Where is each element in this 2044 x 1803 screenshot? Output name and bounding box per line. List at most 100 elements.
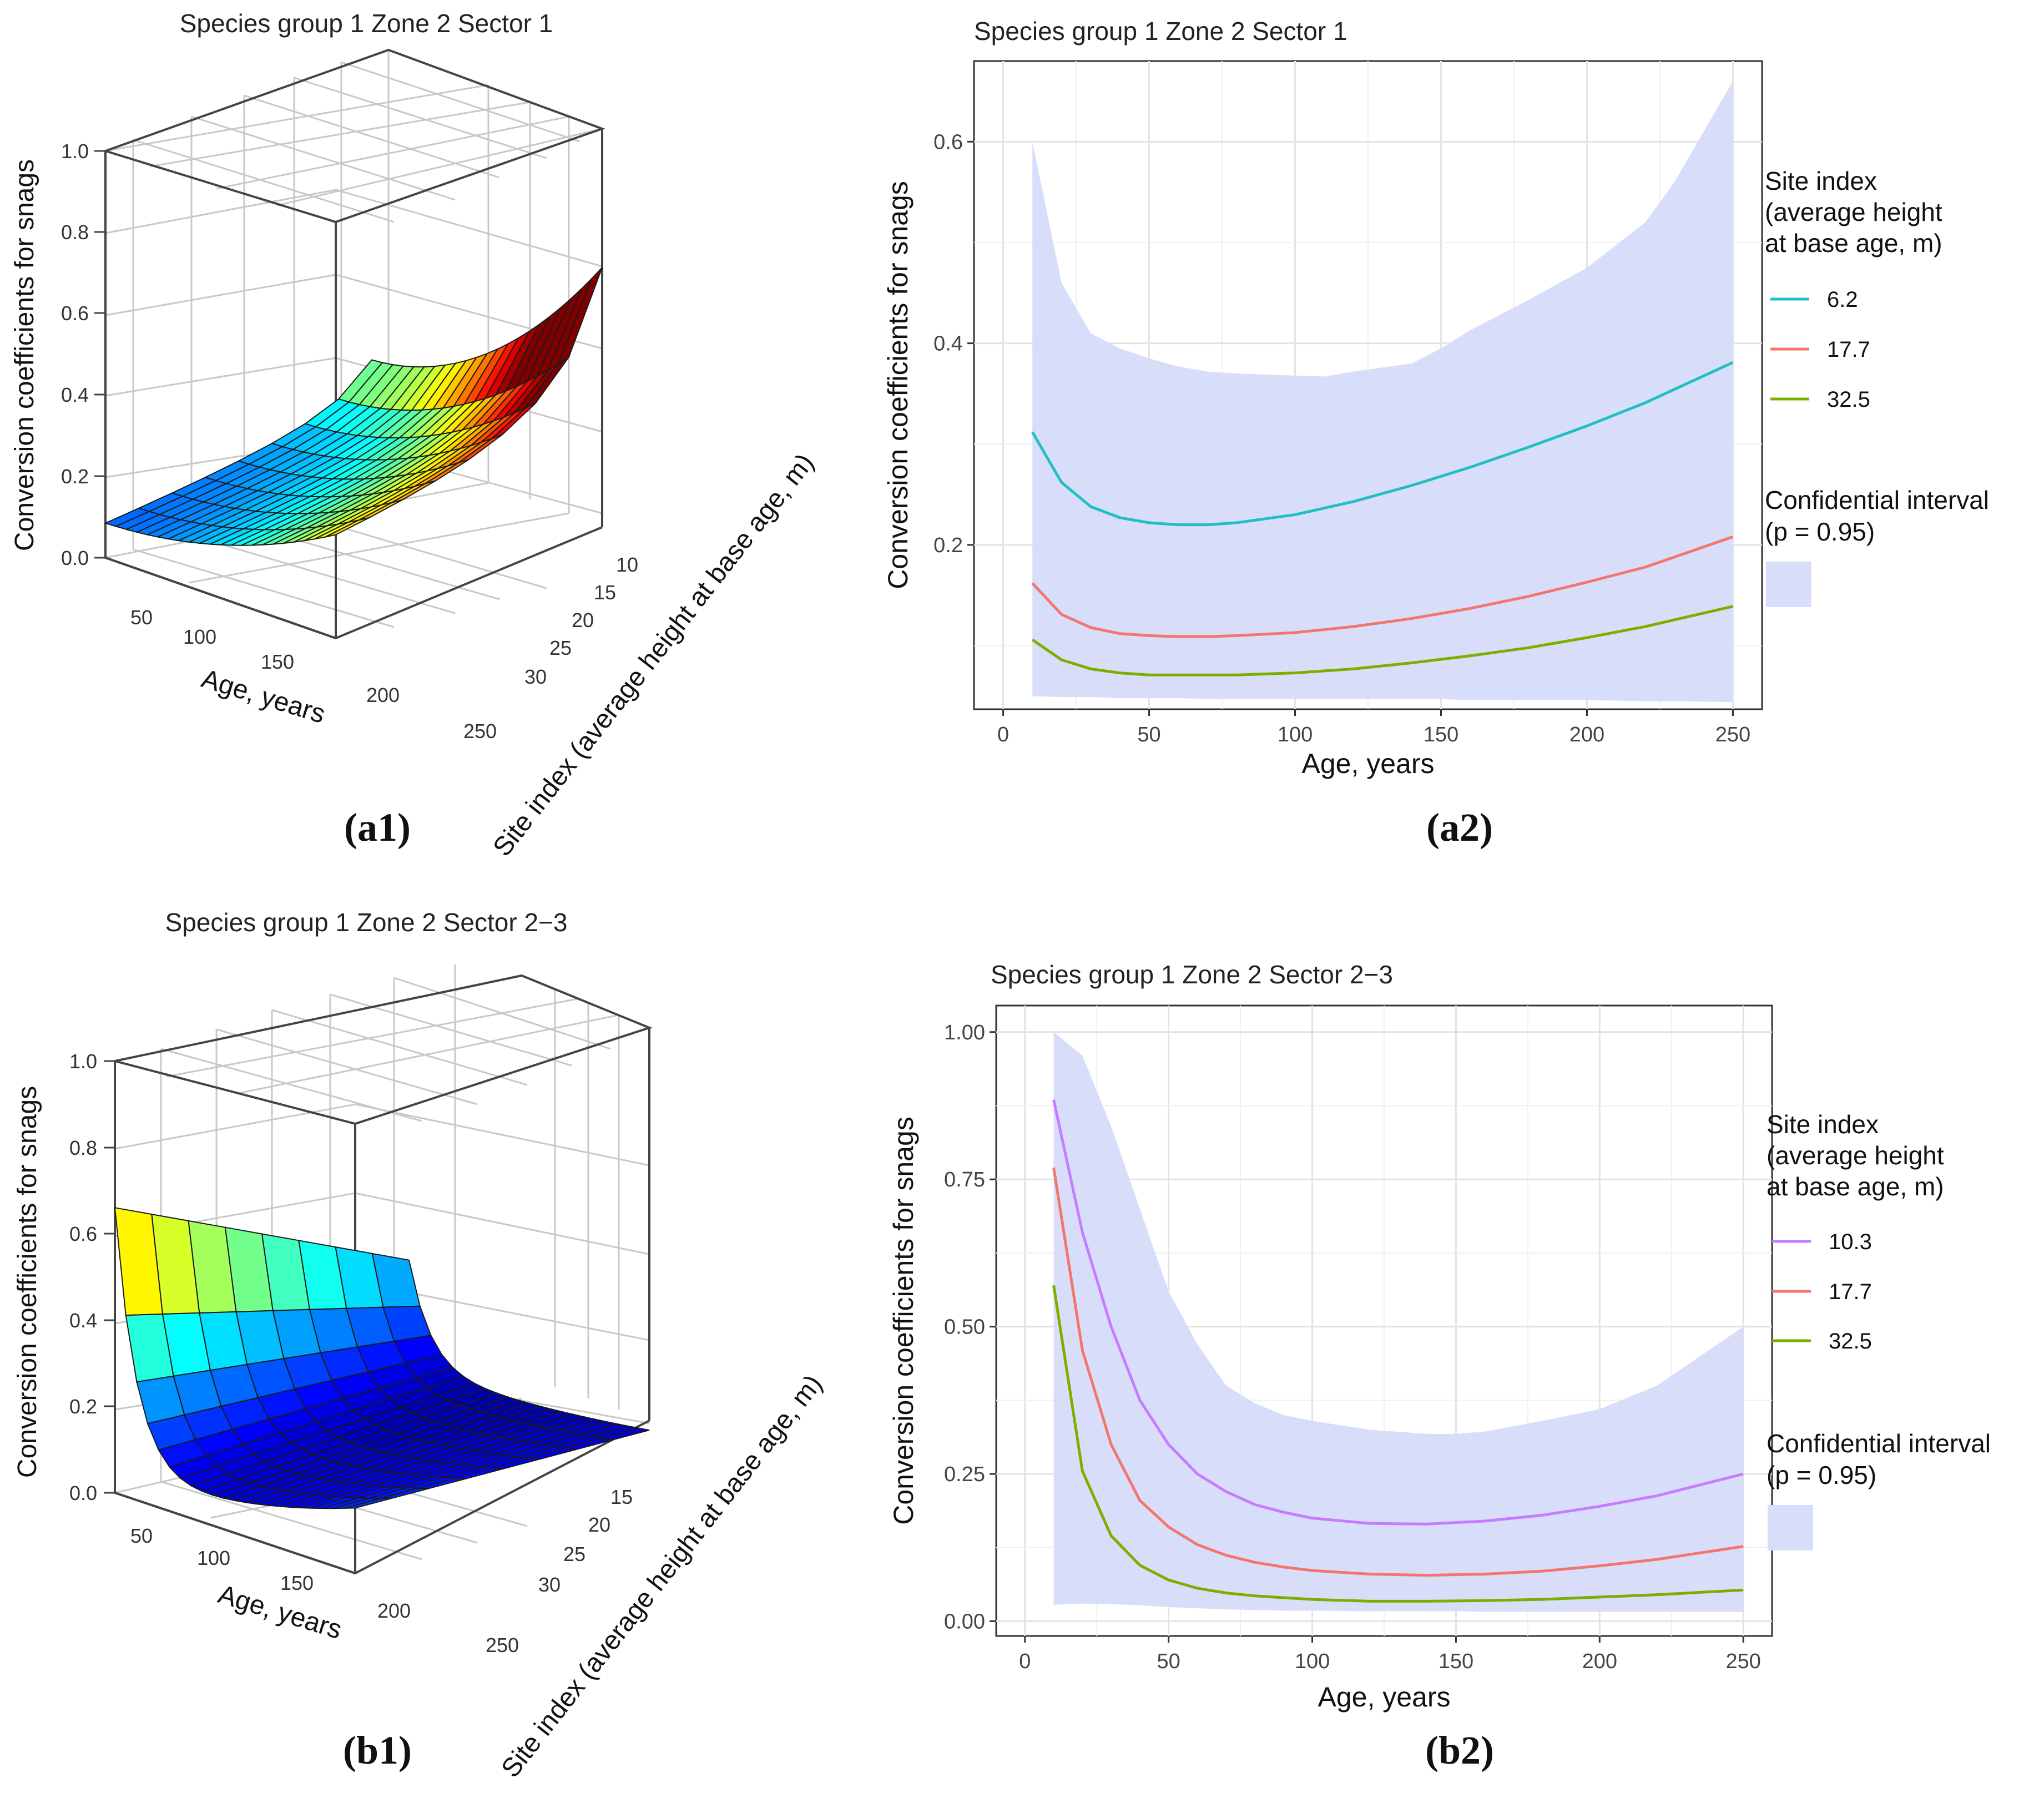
y-tick-label: 0.75 (944, 1168, 985, 1191)
chart-title: Species group 1 Zone 2 Sector 2−3 (991, 960, 1393, 989)
surface-facet (325, 517, 370, 538)
z-tick: 0.2 (69, 1395, 97, 1418)
x-axis: 50 100 150 200 250 Age, years (130, 1524, 519, 1656)
x-tick: 100 (183, 625, 216, 648)
series-line-32.5 (1031, 605, 1733, 676)
y-tick-label: 0.25 (944, 1463, 985, 1486)
x-tick-label: 150 (1439, 1650, 1473, 1673)
line-chart-a2: Species group 1 Zone 2 Sector 1 0 50 100 15… (882, 17, 1989, 850)
panel-label: (b2) (1425, 1728, 1494, 1772)
x-tick: 50 (130, 606, 153, 629)
legend-entry: 10.3 (1829, 1230, 1872, 1254)
legend-entry: 6.2 (1827, 287, 1858, 312)
y-axis-label: Site index (average height at base age, … (487, 448, 820, 862)
y-tick: 20 (588, 1513, 610, 1536)
y-tick-label: 0.00 (944, 1610, 985, 1633)
x-tick: 200 (366, 684, 400, 706)
y-tick-label: 1.00 (944, 1021, 985, 1044)
y-tick: 10 (616, 553, 638, 576)
series-line-10.3 (1052, 1099, 1744, 1526)
x-tick-label: 200 (1569, 723, 1604, 746)
legend-title-line: at base age, m) (1767, 1172, 1944, 1201)
ci-legend-title: Confidential interval (1765, 486, 1989, 514)
grid-box (104, 50, 603, 628)
panel-b2: Species group 1 Zone 2 Sector 2−3 0 50 100… (877, 899, 2044, 1803)
legend-title-line: (average height (1767, 1141, 1944, 1170)
axis-ticks: 0 50 100 150 200 250 0.00 0.25 0.50 0.75 1.00 (944, 1021, 1761, 1673)
x-tick-label: 0 (997, 723, 1009, 746)
z-tick: 0.4 (61, 383, 89, 406)
x-tick: 250 (486, 1634, 519, 1656)
z-tick: 0.8 (69, 1137, 97, 1159)
ci-legend-p: (p = 0.95) (1765, 517, 1875, 546)
x-tick-label: 100 (1295, 1650, 1330, 1673)
y-tick: 15 (594, 581, 616, 604)
x-tick-label: 50 (1157, 1650, 1180, 1673)
series-lines (1052, 1099, 1744, 1603)
confidence-band (1053, 1032, 1744, 1612)
y-axis-label: Conversion coefficients for snags (882, 181, 914, 589)
x-tick-label: 250 (1715, 723, 1750, 746)
y-axis: 10 15 20 25 30 Site index (average heigh… (487, 448, 820, 862)
series-lines (1031, 361, 1734, 676)
x-axis-label: Age, years (1301, 748, 1434, 779)
ci-legend-swatch (1766, 562, 1811, 607)
confidence-band (1032, 81, 1733, 703)
legend-title-line: at base age, m) (1765, 229, 1942, 257)
panel-label: (a2) (1426, 805, 1493, 850)
legend: Site index (average height at base age, … (1767, 1110, 1991, 1551)
z-axis: 0.0 0.2 0.4 0.6 0.8 1.0 Conversion coeff… (10, 140, 105, 569)
chart-title: Species group 1 Zone 2 Sector 2−3 (165, 908, 568, 937)
surface-facet (344, 1497, 392, 1509)
z-tick: 1.0 (61, 140, 89, 163)
legend-title-line: Site index (1765, 166, 1877, 195)
surface (104, 267, 603, 546)
panel-label: (b1) (343, 1728, 412, 1772)
z-tick: 0.6 (61, 302, 89, 325)
y-tick: 15 (610, 1486, 633, 1508)
x-axis-label: Age, years (198, 664, 329, 729)
z-tick: 0.4 (69, 1309, 97, 1332)
legend-entry: 32.5 (1829, 1329, 1872, 1353)
ci-legend-title: Confidential interval (1767, 1429, 1991, 1458)
y-tick: 20 (572, 609, 594, 632)
surface-chart-a1: Species group 1 Zone 2 Sector 1 (10, 9, 820, 862)
series-line-6.2 (1031, 361, 1734, 527)
legend-entry: 32.5 (1827, 387, 1870, 412)
legend: Site index (average height at base age, … (1765, 166, 1989, 607)
x-tick: 150 (280, 1572, 314, 1594)
x-tick-label: 0 (1019, 1650, 1031, 1673)
series-line-17.7 (1031, 536, 1734, 638)
panel-a2: Species group 1 Zone 2 Sector 1 0 50 100 15… (877, 0, 2044, 866)
surface (114, 1207, 650, 1509)
series-line-17.7 (1052, 1167, 1744, 1577)
y-tick: 25 (549, 637, 572, 659)
legend-title-line: Site index (1767, 1110, 1879, 1139)
panel-label: (a1) (344, 805, 411, 850)
y-tick-label: 0.6 (933, 130, 963, 154)
z-tick: 0.6 (69, 1223, 97, 1245)
y-tick-label: 0.2 (933, 534, 963, 557)
legend-entry: 17.7 (1827, 337, 1870, 362)
x-tick-label: 50 (1137, 723, 1160, 746)
legend-title-line: (average height (1765, 198, 1942, 226)
x-axis: 50 100 150 200 250 Age, years (130, 606, 497, 743)
y-axis-label: Conversion coefficients for snags (888, 1117, 919, 1525)
y-tick-label: 0.4 (933, 332, 963, 356)
x-tick-label: 150 (1424, 723, 1458, 746)
chart-title: Species group 1 Zone 2 Sector 1 (974, 17, 1347, 46)
x-tick-label: 100 (1278, 723, 1313, 746)
x-tick: 250 (463, 720, 497, 743)
ci-legend-p: (p = 0.95) (1767, 1461, 1876, 1489)
gridlines (996, 1006, 1772, 1636)
panel-b1: Species group 1 Zone 2 Sector 2−3 0.0 0.… (0, 899, 999, 1803)
z-axis-label: Conversion coefficients for snags (10, 159, 39, 551)
y-tick-label: 0.50 (944, 1316, 985, 1339)
x-axis-label: Age, years (1318, 1681, 1450, 1713)
panel-a1: Species group 1 Zone 2 Sector 1 (0, 0, 999, 866)
x-tick: 150 (261, 650, 294, 673)
line-chart-b2: Species group 1 Zone 2 Sector 2−3 0 50 100… (888, 960, 1991, 1772)
x-tick-label: 250 (1726, 1650, 1761, 1673)
ci-legend-swatch (1768, 1505, 1813, 1551)
legend-entry: 17.7 (1829, 1280, 1872, 1304)
